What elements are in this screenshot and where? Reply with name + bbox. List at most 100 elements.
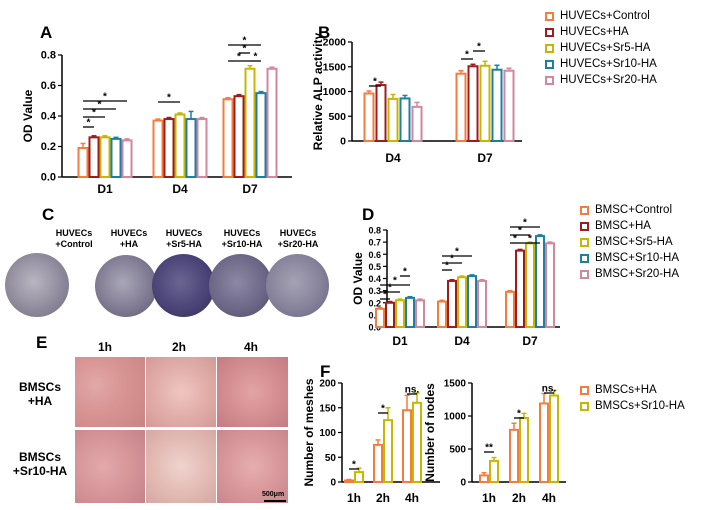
y-tick-label: 0.1 bbox=[368, 310, 381, 320]
culture-dish-4 bbox=[209, 254, 272, 317]
y-tick-label: 0.8 bbox=[368, 226, 381, 236]
bar bbox=[222, 98, 234, 178]
bar bbox=[385, 301, 395, 328]
timepoint-1h: 1h bbox=[98, 340, 113, 354]
row-line: BMSCs bbox=[18, 380, 61, 394]
x-tick-label: D4 bbox=[454, 334, 470, 348]
legend-item: HUVECs+Sr10-HA bbox=[545, 56, 657, 72]
bar bbox=[447, 279, 457, 328]
y-axis-label: Number of meshes bbox=[302, 378, 316, 486]
panel-label-d: D bbox=[362, 205, 375, 224]
sig-star: * bbox=[237, 52, 241, 63]
legend-label: HUVECs+Sr20-HA bbox=[560, 74, 657, 86]
culture-line: +Sr20-HA bbox=[277, 239, 319, 249]
row-label-sr10: BMSCs +Sr10-HA bbox=[2, 450, 78, 478]
legend-label: BMSCs+HA bbox=[595, 384, 657, 396]
timepoint-2h: 2h bbox=[172, 340, 187, 354]
swatch bbox=[545, 59, 554, 69]
y-tick-label: 0.6 bbox=[368, 250, 381, 260]
legend-label: HUVECs+Control bbox=[560, 10, 650, 22]
culture-line: HUVECs bbox=[110, 228, 148, 238]
bar bbox=[457, 276, 467, 329]
panel-label-e: E bbox=[36, 333, 48, 352]
y-axis-label: OD Value bbox=[351, 252, 365, 305]
sig-star: * bbox=[465, 50, 469, 61]
bar bbox=[163, 118, 175, 179]
culture-line: +Sr10-HA bbox=[221, 239, 263, 249]
bar bbox=[185, 118, 197, 179]
micrograph-ha-2h bbox=[146, 357, 216, 427]
legend-label: BMSCs+Sr10-HA bbox=[595, 400, 685, 412]
x-tick-label: D1 bbox=[392, 334, 408, 348]
y-axis-label: OD Value bbox=[21, 89, 35, 142]
sig-star: * bbox=[352, 460, 356, 471]
sig-star: * bbox=[373, 77, 377, 88]
culture-line: HUVECs bbox=[279, 228, 317, 238]
legend-item: HUVECs+Control bbox=[545, 8, 657, 24]
bar bbox=[489, 459, 499, 484]
culture-label-2: HUVECs +HA bbox=[101, 228, 157, 250]
sig-star: ** bbox=[485, 443, 493, 454]
sig-star: * bbox=[450, 254, 454, 265]
culture-dish-2 bbox=[95, 255, 157, 317]
bar bbox=[415, 299, 425, 329]
bar bbox=[455, 72, 467, 142]
legend-item: HUVECs+Sr20-HA bbox=[545, 72, 657, 88]
bar bbox=[375, 84, 387, 143]
x-tick-label: D7 bbox=[477, 151, 493, 165]
x-tick-label: D7 bbox=[242, 182, 258, 196]
y-tick-label: 0.4 bbox=[41, 111, 57, 123]
legend-huvecs: HUVECs+Control HUVECs+HA HUVECs+Sr5-HA H… bbox=[545, 8, 657, 88]
timepoint-4h: 4h bbox=[244, 340, 259, 354]
culture-label-5: HUVECs +Sr20-HA bbox=[268, 228, 328, 250]
row-line: +Sr10-HA bbox=[12, 464, 68, 478]
bar bbox=[266, 67, 278, 178]
x-tick-label: D1 bbox=[97, 182, 113, 196]
bar bbox=[519, 416, 529, 484]
culture-line: +Control bbox=[55, 239, 93, 249]
bar bbox=[110, 137, 122, 178]
y-tick-label: 1000 bbox=[323, 86, 347, 98]
swatch bbox=[580, 221, 589, 231]
x-tick-label: D7 bbox=[522, 334, 538, 348]
culture-line: HUVECs bbox=[55, 228, 93, 238]
bar bbox=[152, 119, 164, 178]
y-tick-label: 0.2 bbox=[368, 298, 381, 308]
bar bbox=[437, 300, 447, 329]
bar bbox=[467, 65, 479, 142]
legend-item: BMSC+Control bbox=[580, 202, 679, 218]
legend-item: HUVECs+Sr5-HA bbox=[545, 40, 657, 56]
y-axis-label: Number of nodes bbox=[423, 383, 437, 482]
micrograph-sr10-2h bbox=[146, 430, 216, 503]
legend-label: HUVECs+Sr5-HA bbox=[560, 42, 651, 54]
sig-star: * bbox=[87, 118, 91, 129]
sig-star: * bbox=[445, 261, 449, 272]
sig-star: * bbox=[477, 42, 481, 53]
y-tick-label: 0.5 bbox=[368, 262, 381, 272]
y-tick-label: 2000 bbox=[323, 37, 347, 49]
bar bbox=[467, 275, 477, 329]
bar bbox=[412, 401, 422, 483]
bar bbox=[383, 419, 393, 483]
scale-bar-label: 500μm bbox=[262, 491, 285, 498]
bar bbox=[491, 68, 503, 142]
bar bbox=[174, 113, 186, 178]
x-tick-label: 4h bbox=[405, 491, 419, 505]
y-tick-label: 150 bbox=[319, 403, 336, 414]
sig-star: * bbox=[254, 52, 258, 63]
y-tick-label: 50 bbox=[325, 453, 337, 464]
y-tick-label: 0 bbox=[340, 136, 346, 148]
legend-item: BMSCs+Sr10-HA bbox=[580, 398, 685, 414]
x-tick-label: 2h bbox=[512, 491, 526, 505]
swatch bbox=[580, 401, 589, 411]
y-tick-label: 1500 bbox=[444, 379, 467, 390]
legend-f: BMSCs+HA BMSCs+Sr10-HA bbox=[580, 382, 685, 414]
x-tick-label: D4 bbox=[385, 151, 401, 165]
micrograph-ha-1h bbox=[75, 357, 145, 427]
legend-item: HUVECs+HA bbox=[545, 24, 657, 40]
y-tick-label: 0 bbox=[460, 478, 466, 489]
bar bbox=[539, 402, 549, 483]
x-tick-label: D4 bbox=[172, 182, 188, 196]
bar bbox=[77, 147, 89, 178]
